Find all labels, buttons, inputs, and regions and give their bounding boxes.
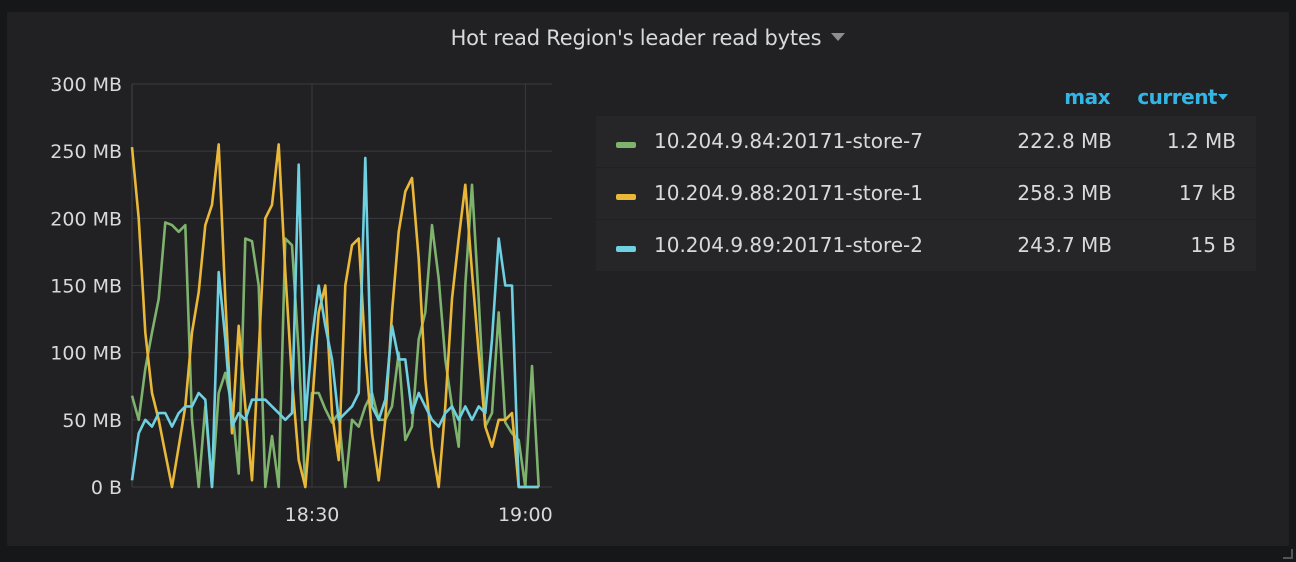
legend-series-name[interactable]: 10.204.9.88:20171-store-1: [654, 181, 923, 205]
x-tick-label: 19:00: [498, 504, 553, 526]
chart-series[interactable]: [130, 143, 540, 489]
legend-header-current[interactable]: current: [1137, 85, 1228, 109]
x-tick-label: 18:30: [285, 504, 340, 526]
legend-header: max current: [596, 82, 1256, 116]
y-tick-label: 50 MB: [62, 410, 122, 432]
legend-value-max: 222.8 MB: [1017, 129, 1112, 153]
legend-row[interactable]: 10.204.9.84:20171-store-7 222.8 MB 1.2 MB: [596, 116, 1256, 168]
legend-header-max[interactable]: max: [1064, 85, 1110, 109]
legend-swatch-icon[interactable]: [616, 142, 636, 148]
legend-value-current: 1.2 MB: [1166, 129, 1236, 153]
legend-swatch-icon[interactable]: [616, 246, 636, 252]
legend-row[interactable]: 10.204.9.88:20171-store-1 258.3 MB 17 kB: [596, 168, 1256, 220]
legend-header-current-label[interactable]: current: [1137, 85, 1217, 109]
y-axis: 0 B 50 MB 100 MB 150 MB 200 MB 250 MB 300 MB: [50, 74, 122, 499]
series-line-1[interactable]: [130, 183, 540, 489]
resize-handle-icon[interactable]: [1283, 549, 1293, 559]
series-line-3[interactable]: [130, 156, 539, 489]
y-tick-label: 150 MB: [50, 276, 122, 298]
y-tick-label: 300 MB: [50, 74, 122, 96]
panel-title[interactable]: Hot read Region's leader read bytes: [0, 26, 1296, 50]
sort-desc-icon[interactable]: [1218, 93, 1228, 100]
chevron-down-icon[interactable]: [831, 33, 846, 41]
legend-value-max: 258.3 MB: [1017, 181, 1112, 205]
legend-swatch-icon[interactable]: [616, 194, 636, 200]
series-line-2[interactable]: [130, 143, 539, 489]
x-axis: 18:30 19:00: [285, 504, 553, 526]
legend-value-current: 15 B: [1190, 233, 1236, 257]
legend-series-name[interactable]: 10.204.9.84:20171-store-7: [654, 129, 923, 153]
legend-value-max: 243.7 MB: [1017, 233, 1112, 257]
y-tick-label: 0 B: [91, 477, 122, 499]
y-tick-label: 100 MB: [50, 343, 122, 365]
legend-value-current: 17 kB: [1178, 181, 1236, 205]
chart-legend: max current 10.204.9.84:20171-store-7 222…: [596, 82, 1256, 272]
chart-grid: [131, 83, 552, 488]
legend-row[interactable]: 10.204.9.89:20171-store-2 243.7 MB 15 B: [596, 220, 1256, 272]
legend-series-name[interactable]: 10.204.9.89:20171-store-2: [654, 233, 923, 257]
y-tick-label: 200 MB: [50, 208, 122, 230]
y-tick-label: 250 MB: [50, 141, 122, 163]
panel-title-text[interactable]: Hot read Region's leader read bytes: [450, 26, 822, 50]
